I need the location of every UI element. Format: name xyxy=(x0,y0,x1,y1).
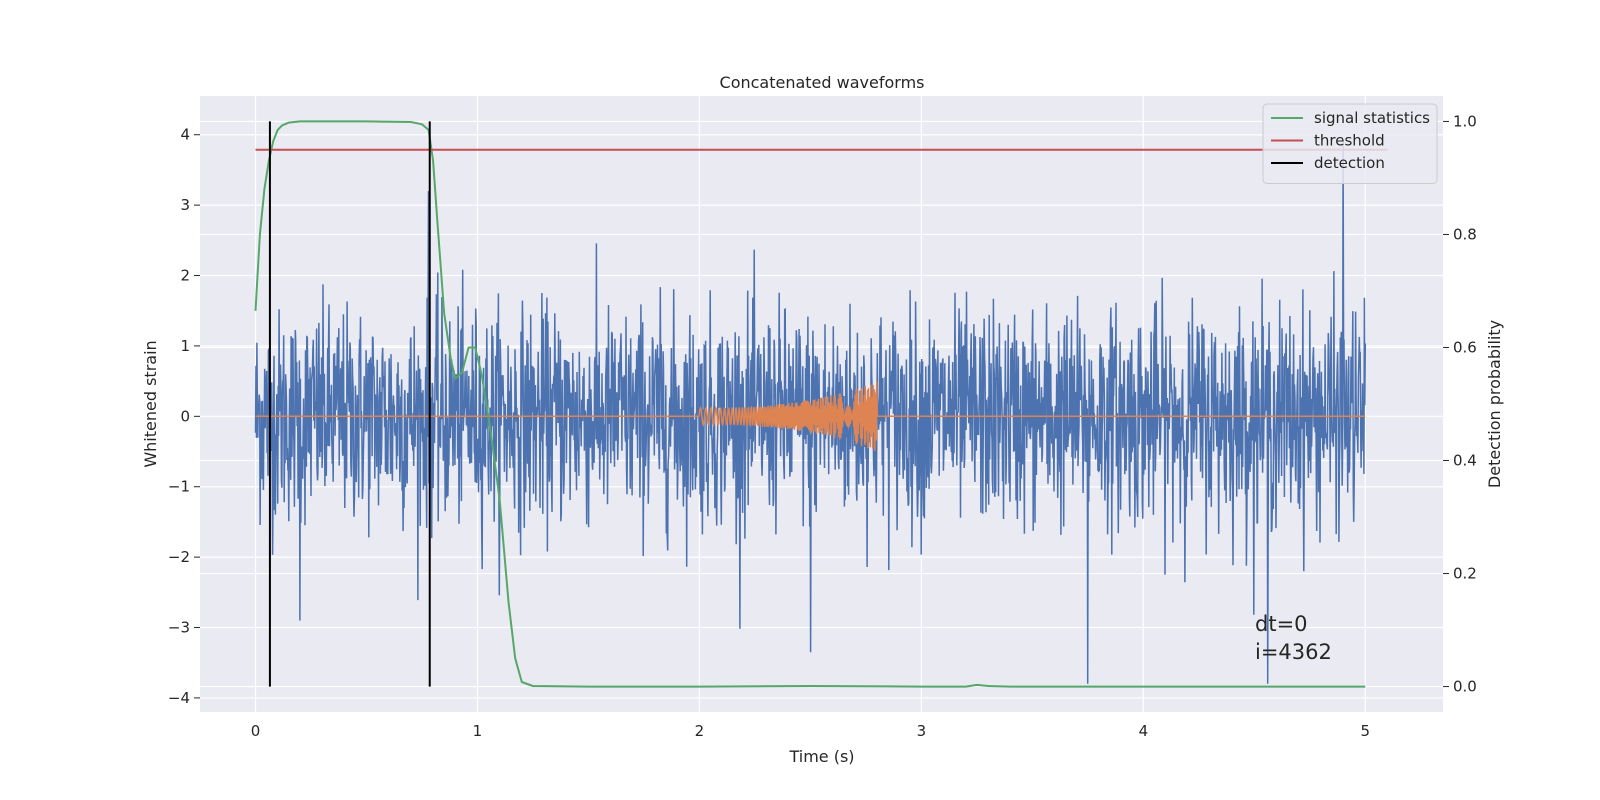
y2-tick-label: 0.4 xyxy=(1453,452,1477,470)
x-axis-label: Time (s) xyxy=(788,747,854,766)
y-tick-label: 0 xyxy=(180,407,190,425)
annotation-dt: dt=0 xyxy=(1255,612,1308,636)
x-tick-label: 4 xyxy=(1139,722,1149,740)
x-tick-label: 2 xyxy=(695,722,705,740)
y-tick-label: −3 xyxy=(168,619,190,637)
legend: signal statistics threshold detection xyxy=(1262,103,1438,184)
annotation-i: i=4362 xyxy=(1255,640,1332,664)
y2-axis-label: Detection probability xyxy=(1485,320,1504,488)
y-tick-label: 1 xyxy=(180,337,190,355)
y2-tick-label: 0.6 xyxy=(1453,338,1477,356)
x-tick-label: 1 xyxy=(473,722,483,740)
y2-tick-label: 0.0 xyxy=(1453,678,1477,696)
signal-statistics-line xyxy=(254,120,1366,688)
legend-box xyxy=(1262,103,1438,184)
y-tick-label: −2 xyxy=(168,548,190,566)
x-tick-label: 5 xyxy=(1361,722,1371,740)
chart-title: Concatenated waveforms xyxy=(720,73,925,92)
y2-tick-label: 1.0 xyxy=(1453,112,1477,130)
legend-label: threshold xyxy=(1314,132,1385,150)
y-tick-label: 2 xyxy=(180,267,190,285)
y-axis-right: 0.0 0.2 0.4 0.6 0.8 1.0 xyxy=(1443,112,1477,696)
legend-label: signal statistics xyxy=(1314,109,1430,127)
y-tick-label: 3 xyxy=(180,196,190,214)
injected-waveform-line xyxy=(255,381,1366,451)
y-axis-label: Whitened strain xyxy=(141,340,160,467)
x-tick-label: 0 xyxy=(251,722,261,740)
strain-noise-line xyxy=(254,141,1367,684)
series-layer xyxy=(254,120,1388,688)
x-tick-label: 3 xyxy=(917,722,927,740)
y2-tick-label: 0.8 xyxy=(1453,225,1477,243)
y-tick-label: −1 xyxy=(168,478,190,496)
y-tick-label: 4 xyxy=(180,126,190,144)
y-axis-left: −4 −3 −2 −1 0 1 2 3 4 xyxy=(168,126,200,707)
legend-label: detection xyxy=(1314,154,1385,172)
y2-tick-label: 0.2 xyxy=(1453,565,1477,583)
x-axis: 0 1 2 3 4 5 xyxy=(251,722,1370,740)
y-tick-label: −4 xyxy=(168,689,190,707)
